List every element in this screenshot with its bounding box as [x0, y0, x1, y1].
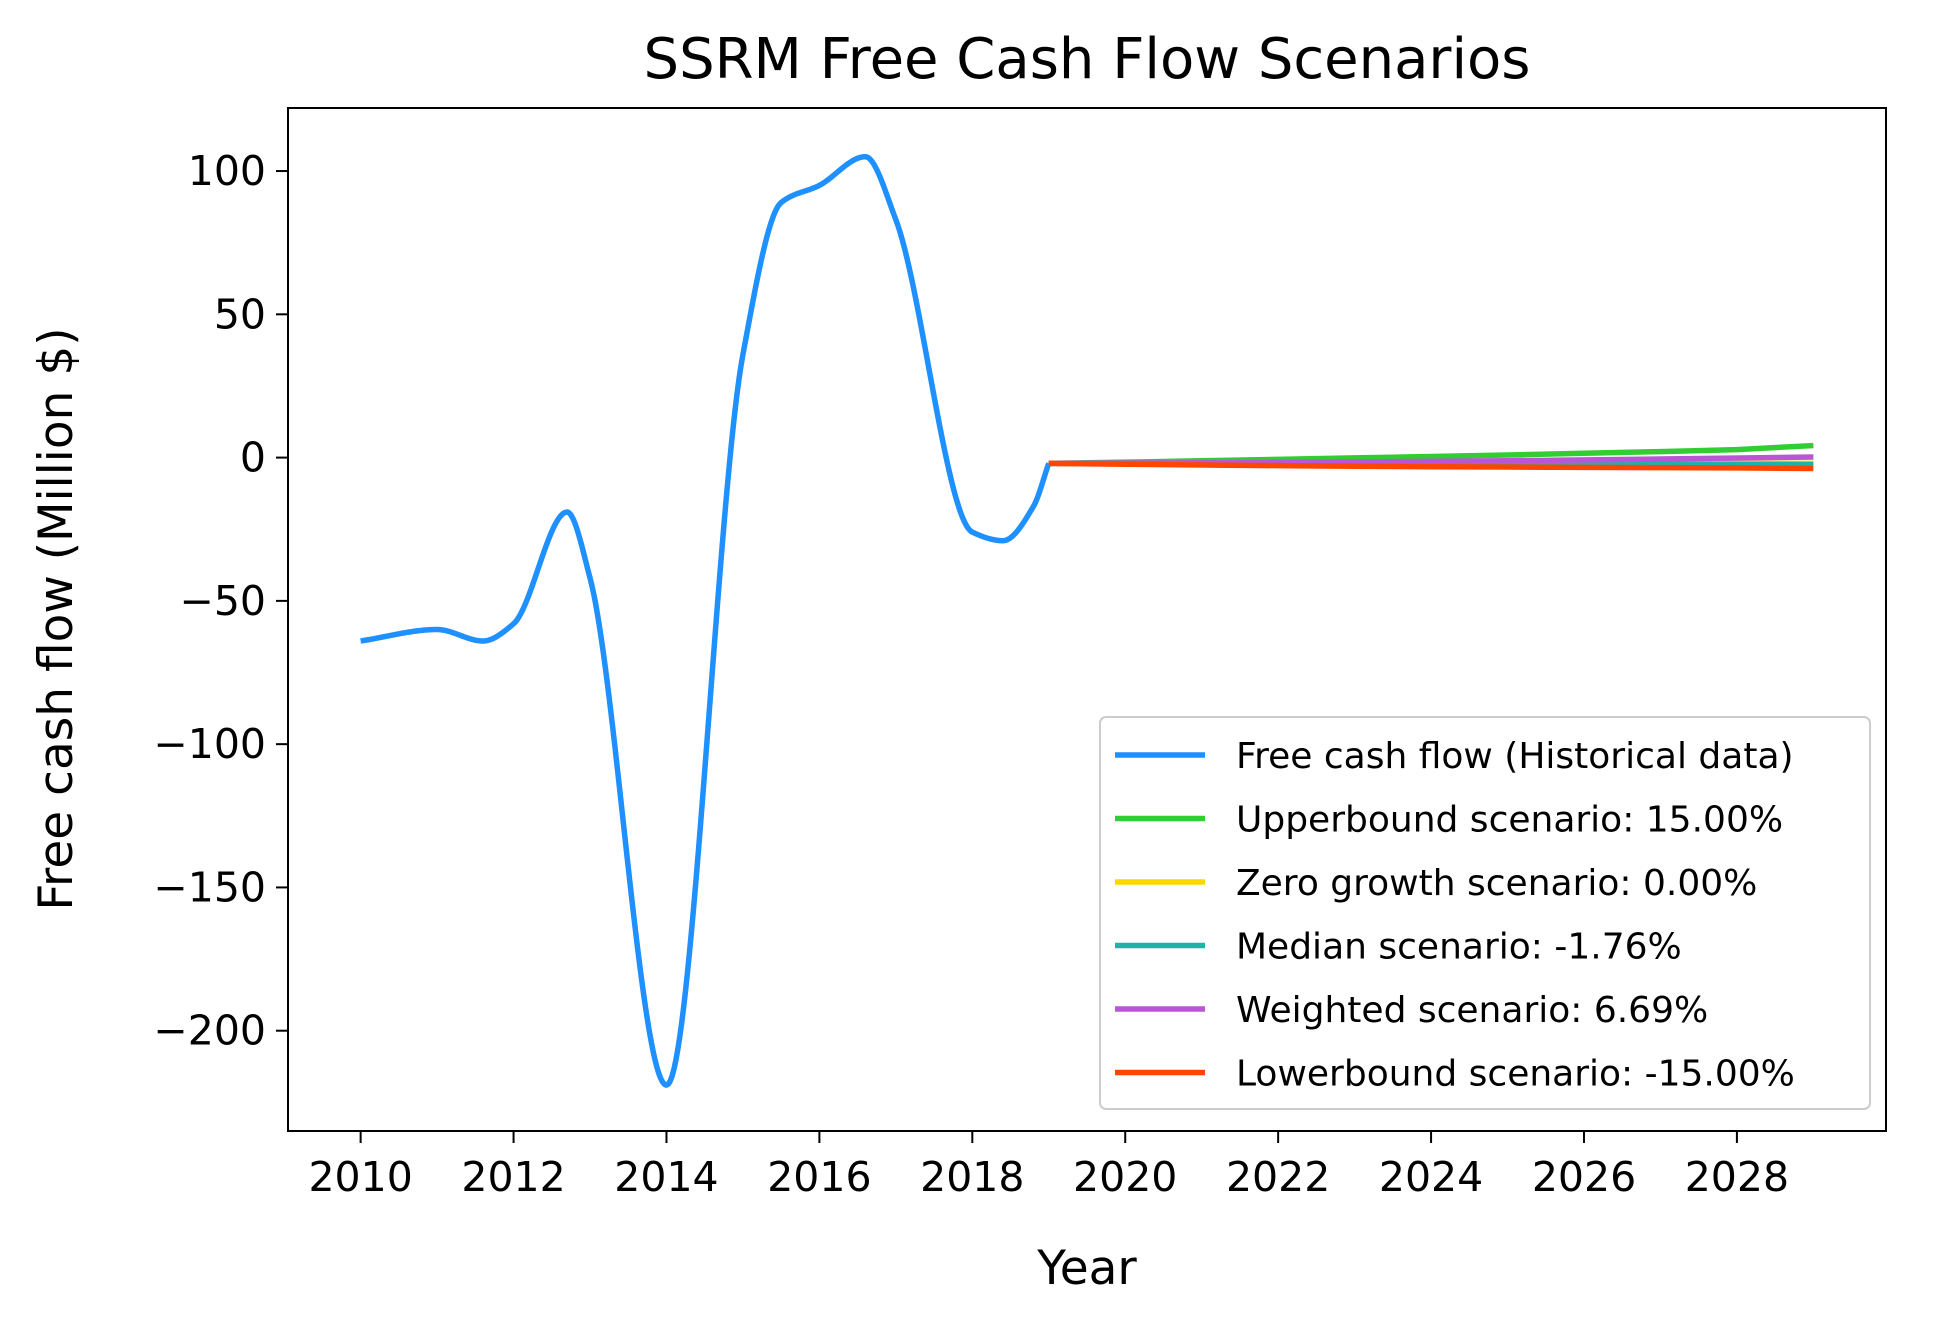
legend-box: [1099, 716, 1871, 1110]
legend-label: Zero growth scenario: 0.00%: [1236, 863, 1757, 904]
y-tick-label: −200: [153, 1007, 266, 1055]
x-tick-label: 2022: [1226, 1153, 1330, 1201]
legend-label: Lowerbound scenario: -15.00%: [1236, 1054, 1795, 1095]
legend-label: Upperbound scenario: 15.00%: [1236, 800, 1783, 841]
x-tick-label: 2016: [767, 1153, 871, 1201]
x-tick-label: 2018: [920, 1153, 1024, 1201]
legend-label: Weighted scenario: 6.69%: [1236, 990, 1708, 1031]
x-tick-label: 2020: [1073, 1153, 1177, 1201]
y-tick-label: −50: [179, 577, 266, 625]
x-tick-label: 2026: [1532, 1153, 1636, 1201]
chart-title: SSRM Free Cash Flow Scenarios: [644, 27, 1531, 92]
legend: Free cash flow (Historical data) Upperbou…: [1099, 716, 1871, 1110]
y-tick-label: 0: [240, 434, 266, 482]
series-line: [359, 153, 1052, 1088]
y-axis: 100 50 0 −50 −100 −150 −200: [153, 147, 288, 1055]
x-axis: 2010 2012 2014 2016 2018 2020 2022 2024 2026 2028: [308, 1131, 1789, 1201]
x-tick-label: 2010: [308, 1153, 412, 1201]
x-tick-label: 2012: [461, 1153, 565, 1201]
legend-label: Median scenario: -1.76%: [1236, 927, 1682, 968]
y-tick-label: 100: [188, 147, 266, 195]
plot-area: [359, 153, 1814, 1088]
axes-frame: [287, 107, 1887, 1132]
y-tick-label: −100: [153, 720, 266, 768]
x-axis-label: Year: [1036, 1241, 1137, 1296]
y-tick-label: 50: [214, 290, 266, 338]
series-line: [1048, 460, 1814, 472]
legend-label: Free cash flow (Historical data): [1236, 736, 1794, 777]
x-tick-label: 2014: [614, 1153, 718, 1201]
x-tick-label: 2028: [1685, 1153, 1789, 1201]
y-tick-label: −150: [153, 863, 266, 911]
y-axis-label: Free cash flow (Million $): [29, 327, 84, 910]
x-tick-label: 2024: [1379, 1153, 1483, 1201]
